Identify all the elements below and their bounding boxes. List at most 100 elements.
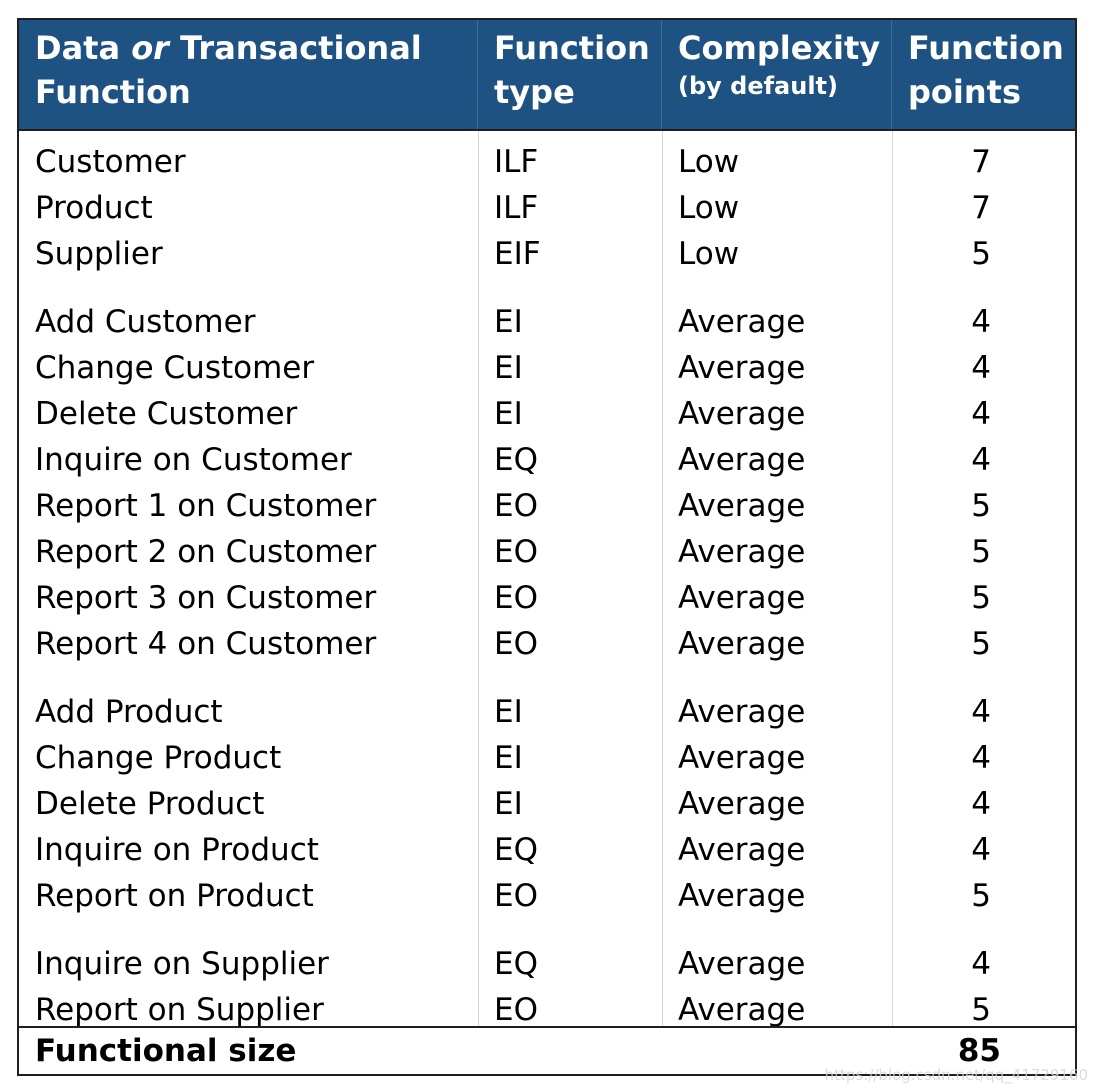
complexity-cell: Average: [678, 396, 806, 432]
column-divider: [478, 131, 479, 1028]
header-col1-part-d: Function: [35, 73, 191, 111]
function-points-cell: 5: [892, 580, 1075, 616]
complexity-cell: Average: [678, 992, 806, 1028]
function-points-table: Data or Transactional Function Function …: [17, 18, 1077, 1076]
function-points-cell: 4: [892, 786, 1075, 822]
function-name-cell: Add Customer: [35, 304, 256, 340]
table-row: Customer ILF Low 7: [19, 139, 1075, 185]
header-data-or-transactional-function: Data or Transactional Function: [19, 20, 478, 129]
function-points-value: 5: [971, 534, 991, 570]
table-row: Report on Product EO Average 5: [19, 873, 1075, 919]
function-points-value: 4: [971, 442, 991, 478]
watermark: https://blog.csdn.net/qq_41729160: [824, 1066, 1088, 1084]
header-col1-part-a: Data: [35, 29, 132, 67]
function-type-cell: EI: [494, 786, 523, 822]
table-footer: Functional size 85: [19, 1026, 1075, 1074]
header-col2-part-a: Function: [494, 29, 650, 67]
function-type-cell: EO: [494, 878, 538, 914]
complexity-cell: Average: [678, 878, 806, 914]
function-points-value: 5: [971, 236, 991, 272]
function-name-cell: Delete Product: [35, 786, 265, 822]
function-type-cell: EO: [494, 534, 538, 570]
column-divider: [662, 131, 663, 1028]
function-points-cell: 4: [892, 304, 1075, 340]
table-body: Customer ILF Low 7 Product ILF Low 7 Supplier EIF…: [19, 131, 1075, 1028]
complexity-cell: Average: [678, 304, 806, 340]
function-points-value: 4: [971, 396, 991, 432]
function-name-cell: Customer: [35, 144, 186, 180]
row-groups: Customer ILF Low 7 Product ILF Low 7 Supplier EIF…: [19, 139, 1075, 1033]
function-type-cell: EI: [494, 694, 523, 730]
function-points-cell: 5: [892, 878, 1075, 914]
function-type-cell: EO: [494, 626, 538, 662]
function-name-cell: Supplier: [35, 236, 163, 272]
header-complexity: Complexity (by default): [662, 20, 892, 129]
function-points-cell: 4: [892, 740, 1075, 776]
function-name-cell: Report on Supplier: [35, 992, 324, 1028]
table-row: Inquire on Supplier EQ Average 4: [19, 941, 1075, 987]
header-col3-part-a: Complexity: [678, 29, 881, 67]
function-points-cell: 7: [892, 190, 1075, 226]
function-type-cell: EO: [494, 580, 538, 616]
function-points-value: 4: [971, 786, 991, 822]
complexity-cell: Average: [678, 488, 806, 524]
function-points-cell: 4: [892, 442, 1075, 478]
complexity-cell: Average: [678, 580, 806, 616]
table-row: Change Customer EI Average 4: [19, 345, 1075, 391]
function-points-value: 5: [971, 626, 991, 662]
function-name-cell: Add Product: [35, 694, 223, 730]
row-group: Customer ILF Low 7 Product ILF Low 7 Supplier EIF…: [19, 139, 1075, 277]
function-type-cell: ILF: [494, 190, 539, 226]
function-name-cell: Inquire on Product: [35, 832, 319, 868]
table-row: Supplier EIF Low 5: [19, 231, 1075, 277]
header-function-type: Function type: [478, 20, 662, 129]
function-type-cell: EI: [494, 304, 523, 340]
table-row: Product ILF Low 7: [19, 185, 1075, 231]
header-col3-part-b: (by default): [678, 72, 838, 100]
function-points-value: 4: [971, 694, 991, 730]
function-type-cell: EIF: [494, 236, 541, 272]
function-points-cell: 4: [892, 350, 1075, 386]
function-name-cell: Product: [35, 190, 153, 226]
complexity-cell: Average: [678, 946, 806, 982]
function-type-cell: EQ: [494, 946, 538, 982]
header-col2-part-b: type: [494, 73, 575, 111]
function-points-value: 5: [971, 488, 991, 524]
function-points-cell: 4: [892, 832, 1075, 868]
complexity-cell: Average: [678, 694, 806, 730]
function-points-value: 7: [971, 190, 991, 226]
function-name-cell: Report 4 on Customer: [35, 626, 377, 662]
function-points-value: 5: [971, 992, 991, 1028]
table-row: Report 4 on Customer EO Average 5: [19, 621, 1075, 667]
function-points-value: 4: [971, 304, 991, 340]
function-type-cell: ILF: [494, 144, 539, 180]
table-row: Report on Supplier EO Average 5: [19, 987, 1075, 1033]
function-points-value: 4: [971, 740, 991, 776]
function-points-cell: 5: [892, 236, 1075, 272]
function-points-value: 5: [971, 878, 991, 914]
function-name-cell: Change Product: [35, 740, 282, 776]
complexity-cell: Low: [678, 190, 740, 226]
functional-size-total: 85: [957, 1033, 1001, 1069]
function-name-cell: Inquire on Customer: [35, 442, 352, 478]
table-row: Change Product EI Average 4: [19, 735, 1075, 781]
function-points-cell: 4: [892, 694, 1075, 730]
complexity-cell: Average: [678, 626, 806, 662]
function-points-value: 4: [971, 946, 991, 982]
function-points-value: 4: [971, 350, 991, 386]
row-group: Add Customer EI Average 4 Change Customer EI A…: [19, 299, 1075, 667]
complexity-cell: Low: [678, 236, 740, 272]
row-group: Add Product EI Average 4 Change Product EI Ave…: [19, 689, 1075, 919]
complexity-cell: Low: [678, 144, 740, 180]
table-row: Add Product EI Average 4: [19, 689, 1075, 735]
row-group: Inquire on Supplier EQ Average 4 Report on S…: [19, 941, 1075, 1033]
function-points-cell: 7: [892, 144, 1075, 180]
function-points-cell: 5: [892, 534, 1075, 570]
function-points-cell: 5: [892, 992, 1075, 1028]
table-header: Data or Transactional Function Function …: [19, 20, 1075, 131]
table-row: Report 2 on Customer EO Average 5: [19, 529, 1075, 575]
function-type-cell: EQ: [494, 442, 538, 478]
function-type-cell: EI: [494, 350, 523, 386]
table-row: Delete Product EI Average 4: [19, 781, 1075, 827]
complexity-cell: Average: [678, 786, 806, 822]
